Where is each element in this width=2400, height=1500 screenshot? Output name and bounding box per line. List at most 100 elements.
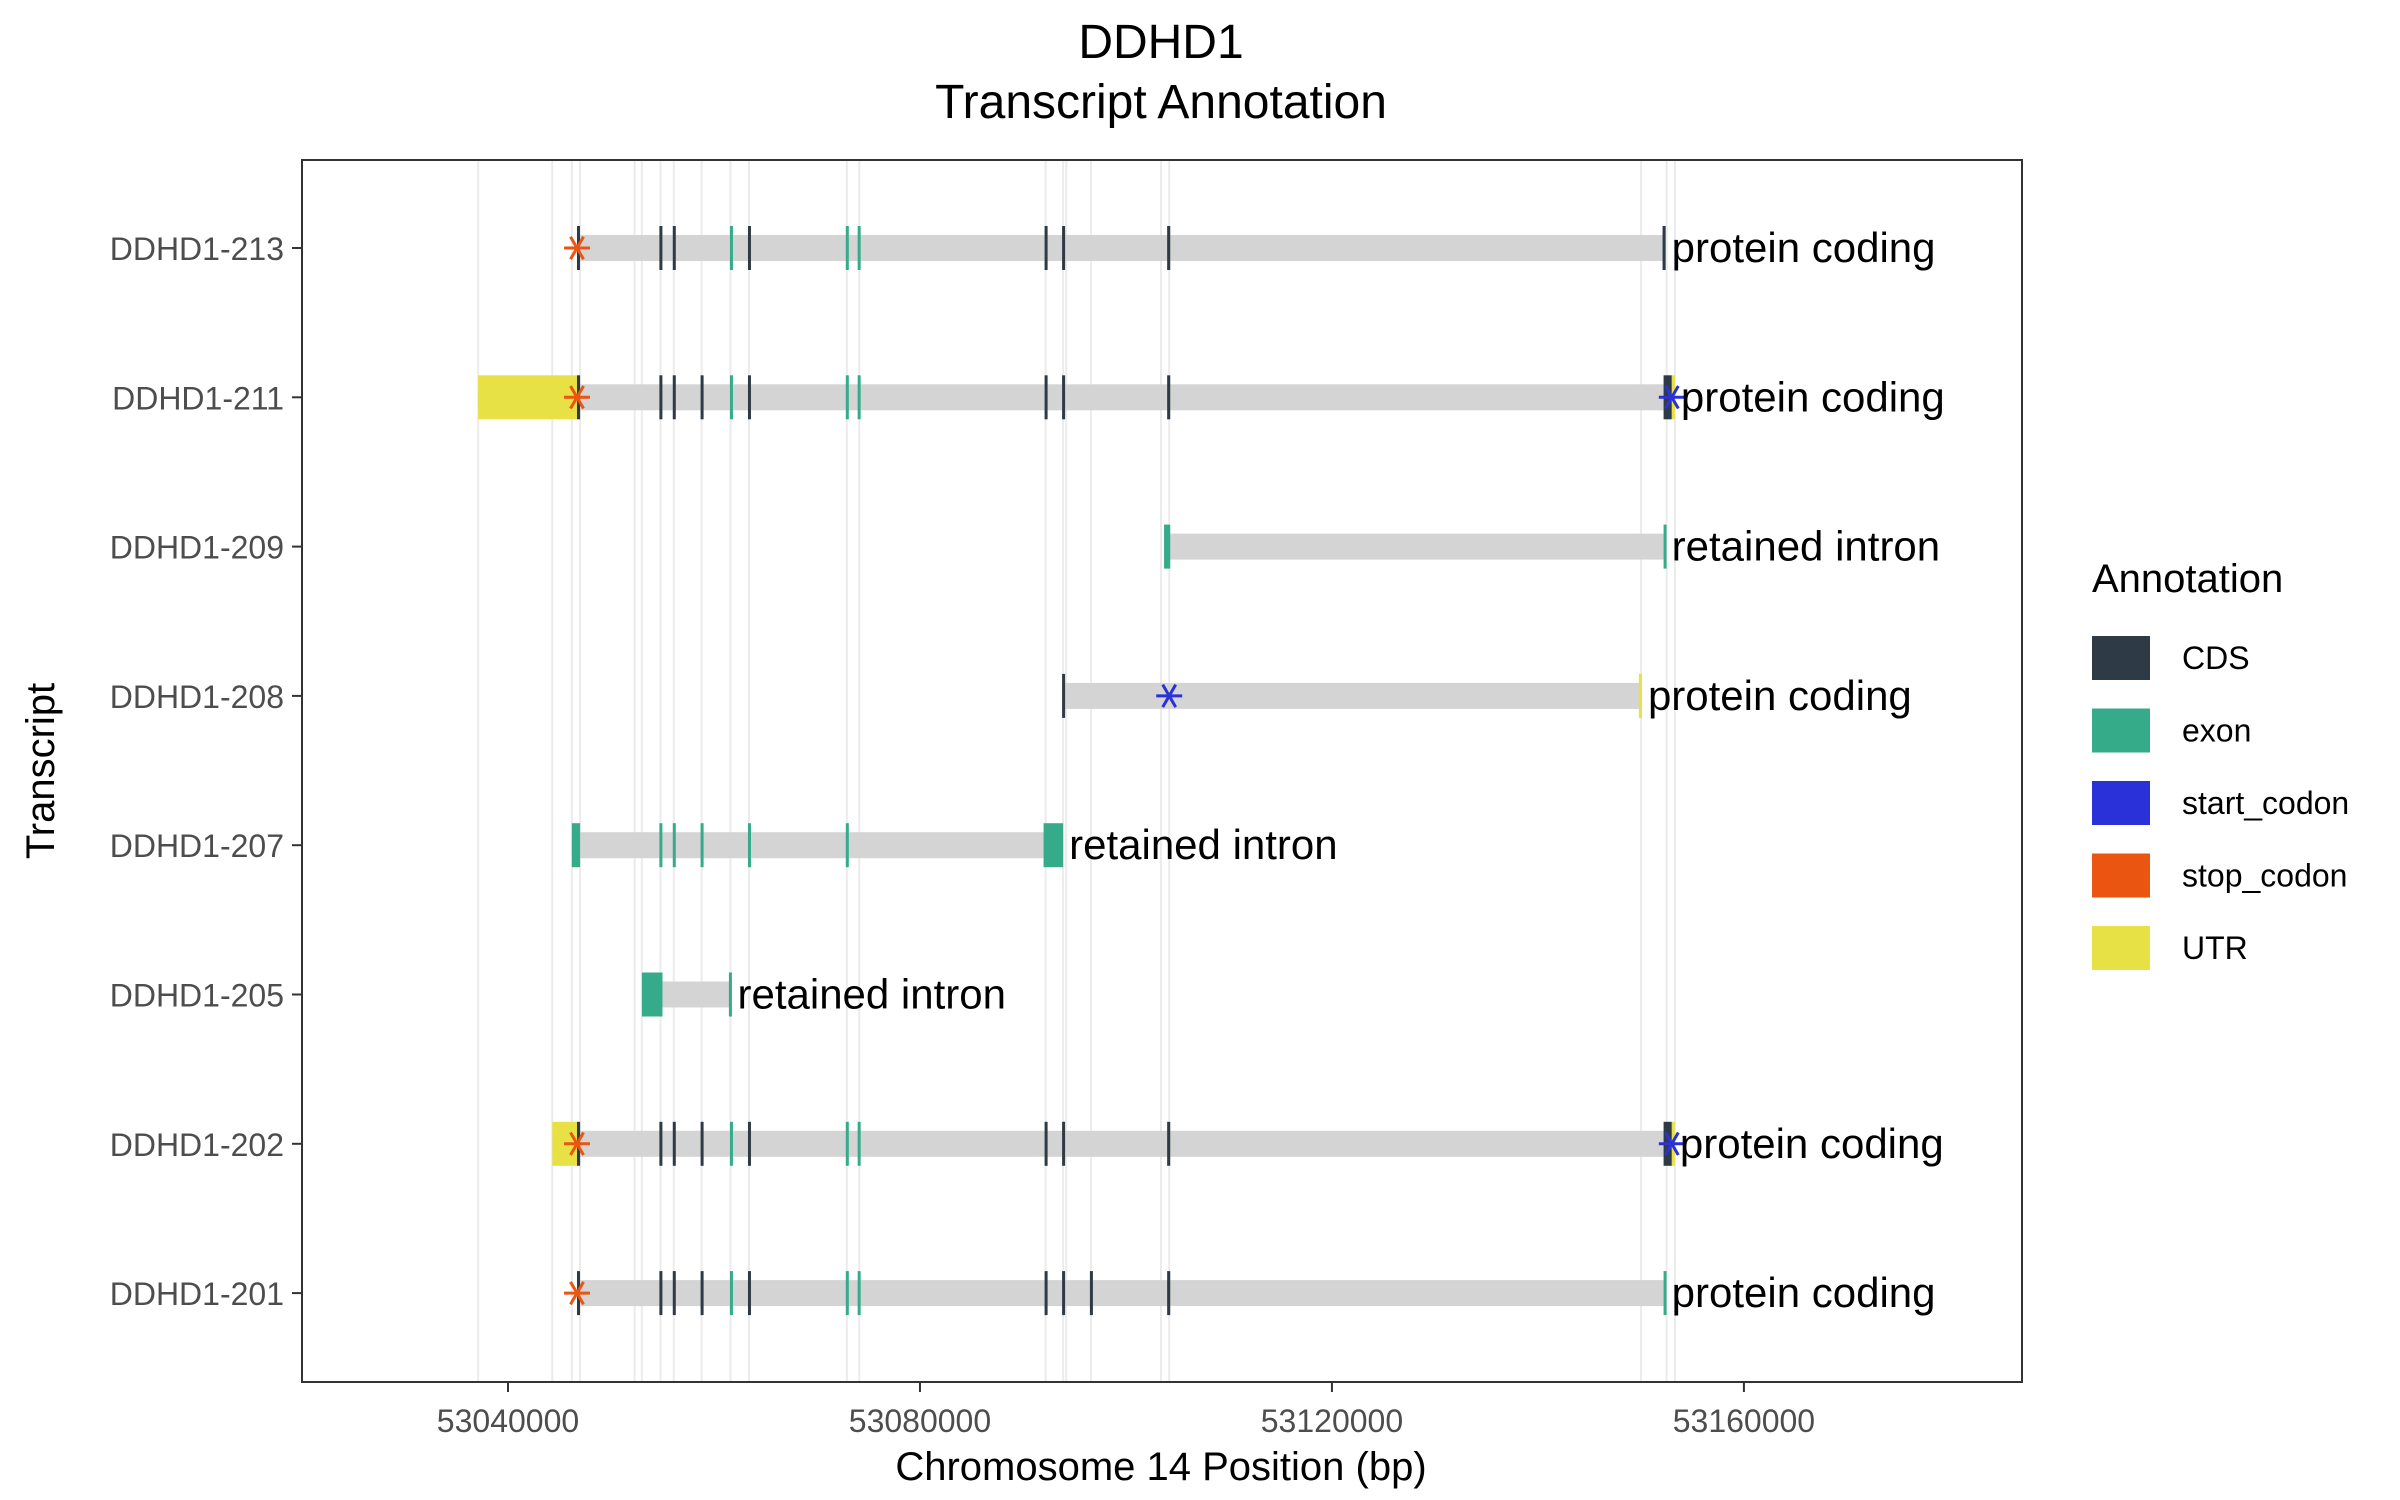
transcript-ddhd1-201 [576, 1271, 1667, 1316]
grid-lines [477, 160, 1676, 1382]
utr-block [478, 375, 577, 420]
legend: Annotation CDS exon start_codon stop_codon U… [2092, 557, 2349, 970]
y-tick-label-ddhd1-208: DDHD1-208 [110, 679, 284, 715]
cds-block [659, 375, 663, 420]
intron-bar [1164, 533, 1666, 560]
x-tick-label: 53040000 [437, 1403, 579, 1439]
stop-codon-marker [563, 1131, 590, 1156]
legend-label-utr: UTR [2182, 930, 2248, 966]
biotype-label: protein coding [1672, 224, 1936, 271]
transcript-ddhd1-207 [571, 823, 1064, 868]
transcript-tracks [478, 226, 1675, 1316]
y-tick-label-ddhd1-205: DDHD1-205 [110, 978, 284, 1014]
cds-block [747, 375, 751, 420]
transcript-ddhd1-202 [552, 1121, 1675, 1166]
cds-block [1044, 226, 1048, 270]
exon-block [571, 823, 581, 868]
chart-title: DDHD1 [1078, 16, 1243, 69]
legend-label-start-codon: start_codon [2182, 785, 2349, 821]
biotype-labels: protein coding protein coding retained int… [737, 224, 1944, 1316]
cds-block [1062, 375, 1066, 420]
exon-block [1663, 1271, 1667, 1316]
legend-swatch-utr [2092, 926, 2150, 970]
start-codon-marker [1658, 1131, 1685, 1156]
cds-block [659, 226, 663, 270]
cds-block [1089, 1271, 1093, 1316]
legend-swatch-stop-codon [2092, 853, 2150, 898]
exon-block [845, 375, 849, 420]
x-tick-label: 53080000 [849, 1403, 991, 1439]
cds-block [1062, 673, 1066, 718]
transcript-ddhd1-205 [641, 972, 732, 1017]
cds-block [1044, 375, 1048, 420]
transcript-ddhd1-209 [1164, 524, 1667, 569]
stop-codon-marker [563, 1281, 590, 1306]
start-codon-marker [1156, 683, 1183, 708]
exon-block [845, 1271, 849, 1316]
biotype-label: retained intron [1069, 821, 1338, 868]
exon-block [747, 823, 751, 868]
exon-block [729, 1121, 733, 1166]
start-codon-marker [1658, 385, 1685, 410]
exon-block [659, 823, 663, 868]
exon-block [857, 375, 861, 420]
plot-border [301, 159, 2023, 1383]
stop-codon-marker [563, 385, 590, 410]
y-tick-label-ddhd1-209: DDHD1-209 [110, 530, 284, 566]
cds-block [659, 1121, 663, 1166]
cds-block [700, 1121, 704, 1166]
cds-block [747, 1121, 751, 1166]
cds-block [1167, 226, 1171, 270]
biotype-label: protein coding [1672, 1269, 1936, 1316]
y-axis: DDHD1-213 DDHD1-211 DDHD1-209 DDHD1-208 DDHD… [110, 231, 302, 1312]
exon-block [729, 1271, 733, 1316]
cds-block [700, 1271, 704, 1316]
exon-block [1164, 524, 1171, 569]
biotype-label: protein coding [1648, 672, 1912, 719]
exon-block [845, 226, 849, 270]
exon-block [845, 823, 849, 868]
exon-block [857, 1271, 861, 1316]
exon-block [641, 972, 663, 1017]
exon-block [729, 375, 733, 420]
cds-block [1062, 1121, 1066, 1166]
transcript-ddhd1-213 [576, 226, 1666, 270]
biotype-label: protein coding [1680, 1120, 1944, 1167]
cds-block [672, 375, 676, 420]
chart-subtitle: Transcript Annotation [935, 76, 1387, 129]
x-axis: 53040000 53080000 53120000 53160000 [437, 1382, 1815, 1439]
cds-block [1044, 1121, 1048, 1166]
cds-block [672, 1271, 676, 1316]
cds-block [659, 1271, 663, 1316]
y-tick-label-ddhd1-213: DDHD1-213 [110, 231, 284, 267]
biotype-label: protein coding [1681, 373, 1945, 420]
exon-block [1043, 823, 1064, 868]
legend-swatch-start-codon [2092, 781, 2150, 825]
intron-bar [576, 1280, 1666, 1307]
x-tick-label: 53120000 [1261, 1403, 1403, 1439]
y-tick-label-ddhd1-207: DDHD1-207 [110, 828, 284, 864]
y-tick-label-ddhd1-202: DDHD1-202 [110, 1127, 284, 1163]
exon-block [1663, 524, 1667, 569]
legend-swatch-exon [2092, 708, 2150, 753]
legend-title: Annotation [2092, 557, 2283, 601]
cds-block [1062, 1271, 1066, 1316]
codon-markers [563, 235, 1685, 1306]
intron-bar [1062, 682, 1641, 709]
cds-block [672, 226, 676, 270]
x-tick-label: 53160000 [1673, 1403, 1815, 1439]
biotype-label: retained intron [737, 971, 1006, 1018]
cds-block [1062, 226, 1066, 270]
y-tick-label-ddhd1-211: DDHD1-211 [112, 380, 284, 416]
exon-block [672, 823, 676, 868]
legend-label-stop-codon: stop_codon [2182, 858, 2347, 894]
legend-swatch-cds [2092, 636, 2150, 680]
exon-block [729, 226, 733, 270]
cds-block [1044, 1271, 1048, 1316]
cds-block [747, 226, 751, 270]
cds-block [672, 1121, 676, 1166]
cds-block [1662, 226, 1666, 270]
y-axis-title: Transcript [19, 683, 63, 859]
intron-bar [478, 384, 1675, 411]
